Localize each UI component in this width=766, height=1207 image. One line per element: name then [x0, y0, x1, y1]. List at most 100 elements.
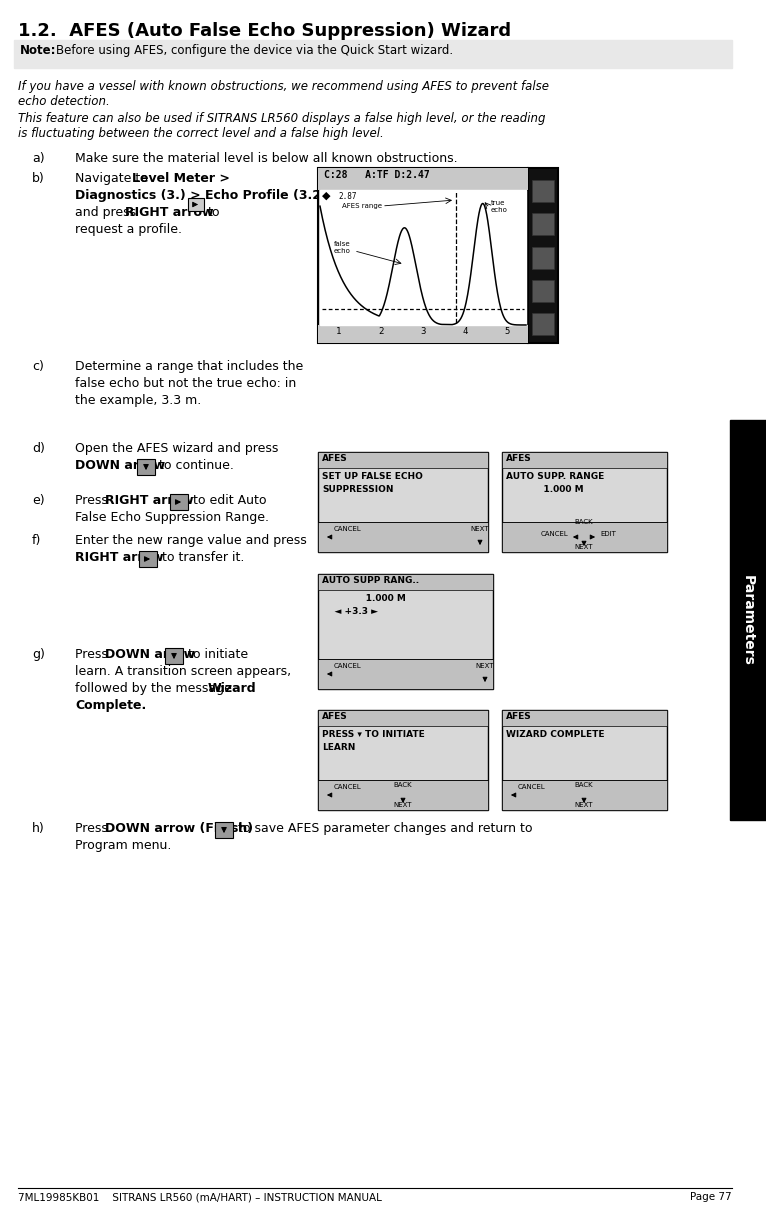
Text: Program menu.: Program menu. — [75, 839, 172, 852]
Bar — [14, 40, 732, 68]
Bar — [215, 822, 233, 838]
Text: DOWN arrow (Finish): DOWN arrow (Finish) — [105, 822, 253, 835]
Text: a): a) — [32, 152, 44, 165]
Text: DOWN arrow: DOWN arrow — [105, 648, 195, 661]
Text: 5: 5 — [504, 327, 509, 336]
Text: BACK: BACK — [574, 782, 594, 788]
Text: to: to — [208, 206, 221, 218]
Bar — [318, 325, 528, 343]
Text: Enter the new range value and press: Enter the new range value and press — [75, 533, 306, 547]
Bar — [318, 168, 528, 189]
Text: DOWN arrow: DOWN arrow — [75, 459, 165, 472]
Text: If you have a vessel with known obstructions, we recommend using AFES to prevent: If you have a vessel with known obstruct… — [18, 80, 549, 107]
Bar — [320, 189, 526, 325]
Text: AFES: AFES — [506, 454, 532, 463]
Text: ◆: ◆ — [322, 191, 330, 202]
Bar — [318, 710, 488, 810]
Text: ◄ +3.3 ►: ◄ +3.3 ► — [322, 607, 378, 616]
Bar — [188, 198, 204, 211]
Text: AFES range: AFES range — [342, 203, 382, 209]
Text: false
echo: false echo — [334, 241, 351, 255]
Text: Press: Press — [75, 494, 112, 507]
Text: 4: 4 — [463, 327, 468, 336]
Text: h): h) — [32, 822, 44, 835]
Bar — [318, 575, 493, 590]
Text: request a profile.: request a profile. — [75, 223, 182, 237]
Bar — [532, 280, 554, 302]
Bar — [502, 451, 667, 468]
Text: RIGHT arrow: RIGHT arrow — [125, 206, 214, 218]
Text: to transfer it.: to transfer it. — [162, 552, 244, 564]
Text: 2.87: 2.87 — [338, 192, 356, 202]
Text: SET UP FALSE ECHO: SET UP FALSE ECHO — [322, 472, 423, 482]
Text: Press: Press — [75, 822, 112, 835]
Text: to continue.: to continue. — [159, 459, 234, 472]
Text: Before using AFES, configure the device via the Quick Start wizard.: Before using AFES, configure the device … — [56, 43, 453, 57]
Text: SUPPRESSION: SUPPRESSION — [322, 485, 394, 494]
Text: NEXT: NEXT — [574, 801, 593, 807]
Bar — [528, 168, 558, 343]
Text: AFES: AFES — [322, 712, 348, 721]
Text: Complete.: Complete. — [75, 699, 146, 712]
Bar — [318, 521, 488, 552]
Text: NEXT: NEXT — [574, 544, 593, 550]
Bar — [165, 648, 183, 664]
Text: 1.000 M: 1.000 M — [322, 594, 406, 604]
Text: Open the AFES wizard and press: Open the AFES wizard and press — [75, 442, 278, 455]
Text: BACK: BACK — [574, 519, 594, 525]
Text: Note:: Note: — [20, 43, 57, 57]
Text: This feature can also be used if SITRANS LR560 displays a false high level, or t: This feature can also be used if SITRANS… — [18, 112, 545, 140]
Bar — [318, 710, 488, 725]
Text: LEARN: LEARN — [322, 744, 355, 752]
Text: Press: Press — [75, 648, 112, 661]
Bar — [318, 575, 493, 689]
Text: false echo but not the true echo: in: false echo but not the true echo: in — [75, 377, 296, 390]
Text: 7ML19985KB01    SITRANS LR560 (mA/HART) – INSTRUCTION MANUAL: 7ML19985KB01 SITRANS LR560 (mA/HART) – I… — [18, 1193, 382, 1202]
Bar — [318, 780, 488, 810]
Text: followed by the message: followed by the message — [75, 682, 236, 695]
Bar — [139, 552, 157, 567]
Text: Page 77: Page 77 — [690, 1193, 732, 1202]
Text: Parameters: Parameters — [741, 575, 755, 665]
Bar — [502, 710, 667, 725]
Text: learn. A transition screen appears,: learn. A transition screen appears, — [75, 665, 291, 678]
Text: to save AFES parameter changes and return to: to save AFES parameter changes and retur… — [238, 822, 532, 835]
Bar — [318, 451, 488, 468]
Text: b): b) — [32, 173, 44, 185]
Text: Wizard: Wizard — [208, 682, 257, 695]
Text: to edit Auto: to edit Auto — [193, 494, 267, 507]
Text: 1: 1 — [336, 327, 342, 336]
Text: e): e) — [32, 494, 44, 507]
Bar — [730, 420, 766, 820]
Text: to initiate: to initiate — [188, 648, 248, 661]
Bar — [502, 710, 667, 810]
Bar — [532, 212, 554, 235]
Text: d): d) — [32, 442, 45, 455]
Text: c): c) — [32, 360, 44, 373]
Text: CANCEL: CANCEL — [334, 785, 362, 791]
Text: CANCEL: CANCEL — [540, 531, 568, 537]
Bar — [318, 451, 488, 552]
Text: BACK: BACK — [394, 782, 412, 788]
Bar — [532, 247, 554, 269]
Text: AFES: AFES — [506, 712, 532, 721]
Text: and press: and press — [75, 206, 140, 218]
Text: Level Meter >: Level Meter > — [132, 173, 230, 185]
Text: f): f) — [32, 533, 41, 547]
Bar — [170, 494, 188, 511]
Text: NEXT: NEXT — [471, 526, 489, 532]
Text: true
echo: true echo — [491, 200, 508, 212]
Text: CANCEL: CANCEL — [518, 785, 545, 791]
Bar — [502, 780, 667, 810]
Bar — [502, 451, 667, 552]
Text: NEXT: NEXT — [476, 663, 494, 669]
Text: the example, 3.3 m.: the example, 3.3 m. — [75, 393, 201, 407]
Text: 2: 2 — [378, 327, 384, 336]
Text: WIZARD COMPLETE: WIZARD COMPLETE — [506, 730, 604, 739]
Text: RIGHT arrow: RIGHT arrow — [75, 552, 163, 564]
Text: False Echo Suppression Range.: False Echo Suppression Range. — [75, 511, 269, 524]
Text: AUTO SUPP. RANGE: AUTO SUPP. RANGE — [506, 472, 604, 482]
Text: CANCEL: CANCEL — [334, 526, 362, 532]
Text: Navigate to: Navigate to — [75, 173, 152, 185]
Text: 1.2.  AFES (Auto False Echo Suppression) Wizard: 1.2. AFES (Auto False Echo Suppression) … — [18, 22, 511, 40]
